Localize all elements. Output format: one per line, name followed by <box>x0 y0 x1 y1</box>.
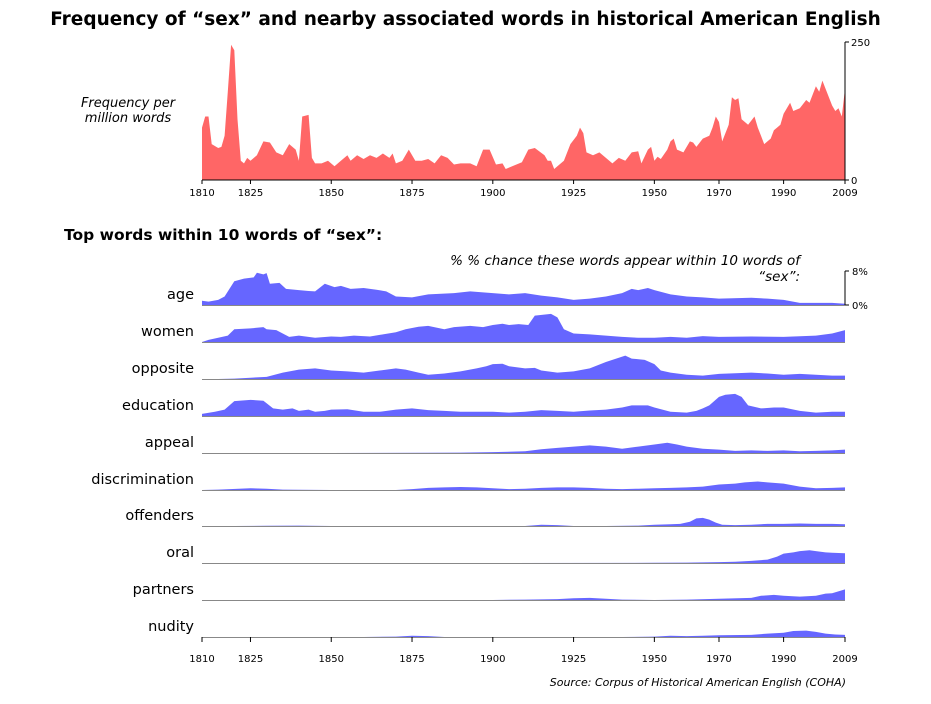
series-label-oral: oral <box>166 545 194 561</box>
series-label-offenders: offenders <box>125 508 194 524</box>
cooccurrence-xtick-label: 1875 <box>399 654 424 665</box>
cooccurrence-xtick-label: 1970 <box>706 654 731 665</box>
cooccurrence-area-partners <box>202 589 845 600</box>
frequency-xtick-label: 1850 <box>319 188 344 199</box>
cooccurrence-xtick-label: 1925 <box>561 654 586 665</box>
cooccurrence-ytick-label-bottom: 0% <box>852 301 868 312</box>
cooccurrence-ytick-label-top: 8% <box>852 267 868 278</box>
cooccurrence-area-discrimination <box>202 481 845 490</box>
frequency-xtick-label: 2009 <box>832 188 857 199</box>
cooccurrence-area-appeal <box>202 442 845 453</box>
frequency-xtick-label: 1970 <box>706 188 731 199</box>
cooccurrence-area-opposite <box>202 355 845 379</box>
cooccurrence-area-offenders <box>202 517 845 526</box>
cooccurrence-subtitle: % % chance these words appear within 10 … <box>450 253 800 285</box>
series-label-education: education <box>122 398 194 414</box>
cooccurrence-xtick-label: 1850 <box>319 654 344 665</box>
frequency-xtick-label: 1990 <box>771 188 796 199</box>
cooccurrence-area-education <box>202 393 845 416</box>
series-label-women: women <box>141 324 194 340</box>
frequency-ylabel-line2: million words <box>84 111 172 126</box>
chart-title: Frequency of “sex” and nearby associated… <box>50 9 881 30</box>
frequency-area <box>202 44 845 180</box>
series-label-age: age <box>167 287 194 303</box>
frequency-ylabel: Frequency per million words <box>66 96 190 126</box>
source-note: Source: Corpus of Historical American En… <box>549 676 846 689</box>
cooccurrence-xtick-label: 1990 <box>771 654 796 665</box>
cooccurrence-xtick-label: 1810 <box>189 654 214 665</box>
cooccurrence-xtick-label: 2009 <box>832 654 857 665</box>
frequency-xtick-label: 1825 <box>238 188 263 199</box>
cooccurrence-xtick-label: 1900 <box>480 654 505 665</box>
cooccurrence-area-oral <box>202 550 845 563</box>
series-label-opposite: opposite <box>132 361 194 377</box>
frequency-ylabel-line1: Frequency per <box>80 96 176 111</box>
frequency-xtick-label: 1925 <box>561 188 586 199</box>
cooccurrence-heading: Top words within 10 words of “sex”: <box>64 226 383 244</box>
cooccurrence-area-nudity <box>202 630 845 637</box>
frequency-xtick-label: 1875 <box>399 188 424 199</box>
frequency-xtick-label: 1950 <box>642 188 667 199</box>
series-label-nudity: nudity <box>148 619 194 635</box>
frequency-ytick-label-bottom: 0 <box>851 176 857 187</box>
frequency-xtick-label: 1810 <box>189 188 214 199</box>
frequency-xtick-label: 1900 <box>480 188 505 199</box>
cooccurrence-area-age <box>202 272 845 305</box>
cooccurrence-xtick-label: 1950 <box>642 654 667 665</box>
cooccurrence-area-women <box>202 313 845 342</box>
series-label-partners: partners <box>133 582 194 598</box>
frequency-ytick-label-top: 250 <box>851 38 870 49</box>
series-label-discrimination: discrimination <box>91 472 194 488</box>
cooccurrence-xtick-label: 1825 <box>238 654 263 665</box>
series-label-appeal: appeal <box>145 435 194 451</box>
